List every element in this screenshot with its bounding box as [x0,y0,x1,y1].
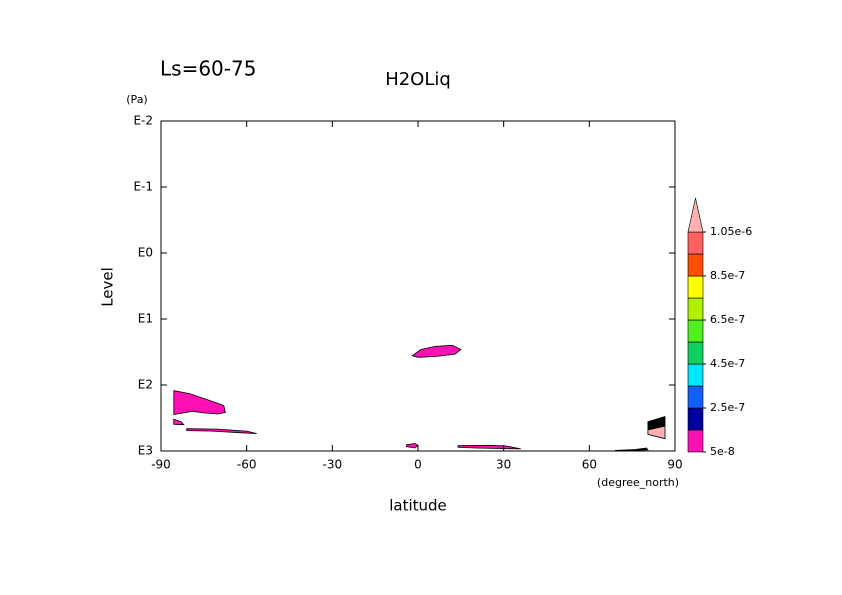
x-tick-label: -60 [237,458,257,472]
colorbar-tick-label: 4.5e-7 [710,357,745,370]
contour-region [457,444,521,450]
colorbar-box [687,319,704,343]
y-tick-label: E-1 [133,180,153,194]
x-tick-label: -90 [151,458,171,472]
colorbar-box [687,231,704,255]
chart-title: H2OLiq [385,69,451,90]
contour-region [647,425,666,440]
y-unit: (Pa) [126,93,147,106]
y-tick-label: E3 [138,444,153,458]
contour-region [411,344,462,358]
colorbar-tick-label: 1.05e-6 [710,225,752,238]
y-tick-label: E1 [138,312,153,326]
y-tick-label: E-2 [133,114,153,128]
colorbar-box [687,385,704,409]
colorbar-box [687,297,704,321]
contour-region [186,428,257,434]
annotation: Ls=60-75 [160,57,256,81]
colorbar-box [687,407,704,431]
colorbar-box [687,275,704,299]
contour-region [173,390,226,415]
colorbar-over [687,197,704,233]
colorbar-tick-label: 2.5e-7 [710,401,745,414]
x-axis-label: latitude [389,497,447,515]
colorbar-tick-label: 8.5e-7 [710,269,745,282]
colorbar-box [687,363,704,387]
contour-region [406,443,419,449]
x-tick-label: 90 [667,458,682,472]
y-axis-label: Level [99,267,117,307]
colorbar-tick-label: 5e-8 [710,445,735,458]
x-tick-label: 0 [414,458,422,472]
contour-region [173,418,185,426]
y-tick-label: E0 [138,246,153,260]
x-tick-label: 30 [496,458,511,472]
x-unit: (degree_north) [597,476,679,489]
colorbar-box [687,341,704,365]
colorbar-box [687,253,704,277]
colorbar-box [687,429,704,453]
x-tick-label: 60 [582,458,597,472]
x-tick-label: -30 [323,458,343,472]
colorbar-tick-label: 6.5e-7 [710,313,745,326]
y-tick-label: E2 [138,378,153,392]
